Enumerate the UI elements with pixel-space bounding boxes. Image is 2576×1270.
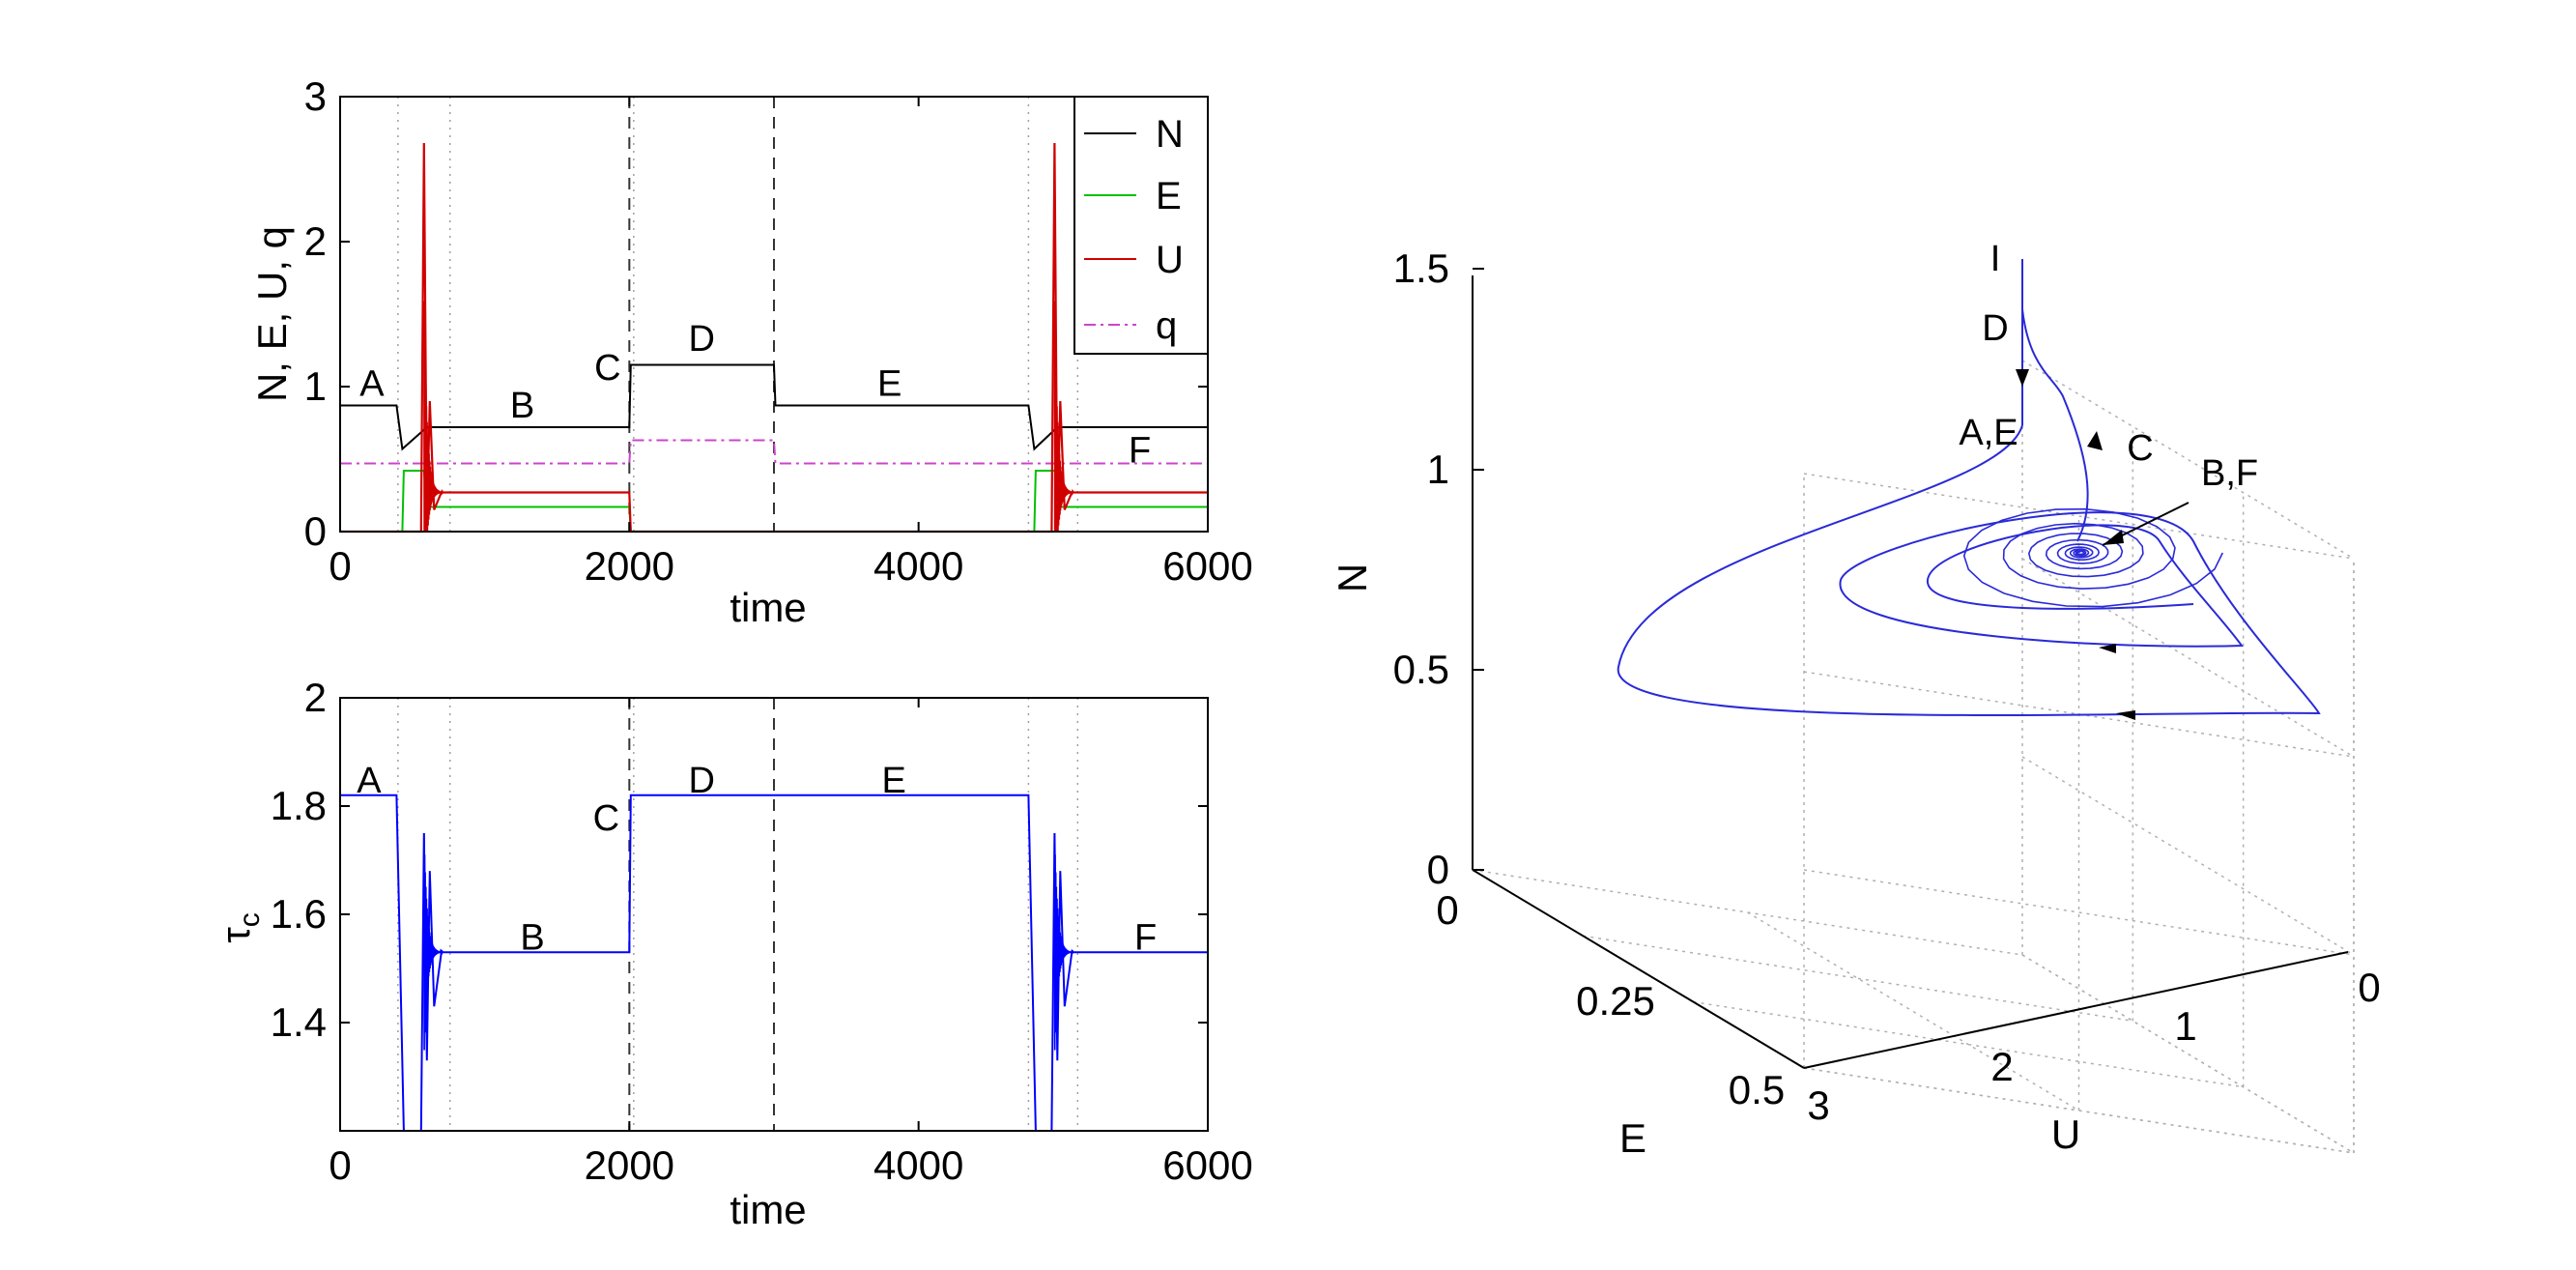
p2-series-lines — [340, 794, 1208, 1132]
trajectory-arrow-left-icon-2 — [2099, 644, 2116, 653]
panel-tau-c: 0 2000 4000 6000 1.4 1.6 1.8 2 A B C D E F time τc — [213, 675, 1253, 1232]
p3-axes — [1472, 275, 2349, 1069]
panel-3d-trajectory: 0 0.5 1 1.5 0 0.25 0.5 0 1 2 3 ID A,E C B,F N E U — [1330, 239, 2381, 1161]
p2-annotations: A B C D E F — [357, 761, 1157, 958]
p2-xtick-label-0: 0 — [329, 1142, 351, 1188]
p2-xtick-label-2: 4000 — [873, 1142, 963, 1188]
b-f-pointer-arrow-icon — [2103, 530, 2124, 545]
p2-annotation-D: D — [688, 761, 714, 801]
p1-annotation-F: F — [1129, 431, 1151, 472]
p3-annotation-A-E: A,E — [1959, 413, 2018, 453]
p3-trajectory — [1617, 259, 2321, 720]
p3-ztick-label-3: 1.5 — [1393, 245, 1449, 291]
p3-ztick-label-1: 0.5 — [1393, 647, 1449, 692]
p3-xtick-label-0: 0 — [2358, 965, 2380, 1010]
p3-ylabel: E — [1619, 1115, 1646, 1161]
trajectory-inner-spiral — [1962, 507, 2224, 608]
legend-label-q: q — [1156, 304, 1177, 347]
p3-wall-e-grid-n-2 — [2021, 558, 2355, 758]
p2-ytick-label-1: 1.6 — [271, 891, 327, 937]
legend-label-U: U — [1156, 239, 1184, 281]
series-tau-oscillation-0 — [423, 832, 444, 1051]
p1-xtick-label-1: 2000 — [585, 543, 674, 589]
p3-xtick-label-3: 3 — [1807, 1082, 1829, 1128]
legend-label-E: E — [1156, 175, 1182, 217]
p1-xtick-label-3: 6000 — [1162, 543, 1252, 589]
p1-ytick-label-0: 0 — [304, 508, 327, 554]
p3-ytick-label-1: 0.25 — [1576, 978, 1655, 1024]
p2-annotation-C: C — [593, 798, 619, 839]
series-line-q — [340, 439, 1208, 465]
series-U-oscillation-1 — [1053, 301, 1074, 533]
p3-floor-grid-u-1 — [1583, 935, 2133, 1023]
p3-floor-grid-e-1 — [1747, 911, 2079, 1111]
p3-ytick-label-0: 0 — [1436, 887, 1458, 933]
p2-region-lines — [397, 698, 1079, 1131]
trajectory-arrow-up-icon — [2087, 431, 2103, 450]
p1-xlabel: time — [730, 585, 806, 630]
p1-ytick-label-2: 2 — [304, 218, 327, 264]
p2-xlabel: time — [730, 1187, 806, 1232]
p3-annotation-B-F: B,F — [2201, 453, 2258, 494]
p3-ytick-label-2: 0.5 — [1729, 1067, 1785, 1112]
p3-ztick-label-0: 0 — [1427, 847, 1449, 892]
p1-legend: N E U q — [1073, 96, 1209, 355]
p1-xtick-label-2: 4000 — [873, 543, 963, 589]
p2-xtick-label-3: 6000 — [1162, 1142, 1252, 1188]
p1-legend-box — [1073, 96, 1209, 355]
p2-annotation-B: B — [520, 917, 544, 958]
p2-ylabel-sub: c — [234, 912, 266, 927]
trajectory-c-curve — [2021, 308, 2089, 542]
p1-annotation-E: E — [877, 364, 902, 405]
trajectory-outer-spiral — [1617, 424, 2321, 716]
series-U-oscillation-0 — [423, 301, 444, 533]
p1-xtick-label-0: 0 — [329, 543, 351, 589]
panel-n-e-u-q: 0 2000 4000 6000 0 1 2 3 A B C D E F time N, E, U, q… — [249, 73, 1253, 630]
p3-xlabel: U — [2051, 1111, 2080, 1157]
p1-ytick-label-1: 1 — [304, 363, 327, 409]
p2-ticks: 0 2000 4000 6000 1.4 1.6 1.8 2 — [271, 675, 1253, 1188]
p3-annotation-C: C — [2127, 428, 2153, 469]
series-line-U — [340, 142, 1208, 534]
p2-ytick-label-3: 2 — [304, 675, 327, 720]
p1-annotations: A B C D E F — [359, 319, 1151, 472]
p3-annotation-I: I — [1990, 239, 2001, 279]
p2-ytick-label-0: 1.4 — [271, 999, 327, 1045]
p2-xtick-label-1: 2000 — [585, 1142, 674, 1188]
p1-ticks: 0 2000 4000 6000 0 1 2 3 — [304, 73, 1253, 589]
p1-ylabel: N, E, U, q — [249, 226, 295, 402]
p1-ytick-label-3: 3 — [304, 73, 327, 119]
p2-ytick-label-2: 1.8 — [271, 783, 327, 828]
p3-annotation-D: D — [1982, 308, 2008, 349]
p3-ticks: 0 0.5 1 1.5 0 0.25 0.5 0 1 2 3 — [1393, 245, 2381, 1128]
legend-label-N: N — [1156, 113, 1184, 156]
series-tau-oscillation-1 — [1053, 832, 1074, 1051]
p3-ztick-label-2: 1 — [1427, 447, 1449, 492]
p3-xtick-label-2: 2 — [1990, 1044, 2013, 1089]
p2-annotation-F: F — [1134, 917, 1157, 958]
p1-annotation-D: D — [688, 319, 714, 360]
p2-annotation-E: E — [882, 761, 906, 801]
p3-axis-u — [1803, 951, 2349, 1069]
p3-zlabel: N — [1330, 563, 1375, 592]
series-line-N — [340, 363, 1208, 451]
p1-annotation-A: A — [359, 364, 385, 405]
p1-region-lines — [397, 97, 1079, 532]
p3-annotations: ID A,E C B,F — [1959, 239, 2258, 494]
p3-wall-e-grid-n-0 — [2021, 954, 2355, 1154]
p3-wall-e-grid-n-1 — [2021, 756, 2355, 956]
p1-series-lines — [340, 142, 1208, 534]
p3-axis-e — [1472, 869, 1805, 1069]
p1-annotation-C: C — [594, 348, 620, 389]
p2-ylabel: τc — [213, 912, 266, 943]
p2-annotation-A: A — [357, 761, 382, 801]
series-line-tau — [340, 794, 1208, 1132]
trajectory-arrow-down-icon — [2016, 369, 2029, 387]
trajectory-arrow-left-icon-1 — [2116, 710, 2135, 720]
p1-annotation-B: B — [510, 386, 534, 426]
p3-wall-e-grid-n-3 — [2021, 360, 2355, 560]
p3-wall-u-grid-n-1 — [1803, 869, 2355, 956]
p3-xtick-label-1: 1 — [2174, 1003, 2196, 1049]
